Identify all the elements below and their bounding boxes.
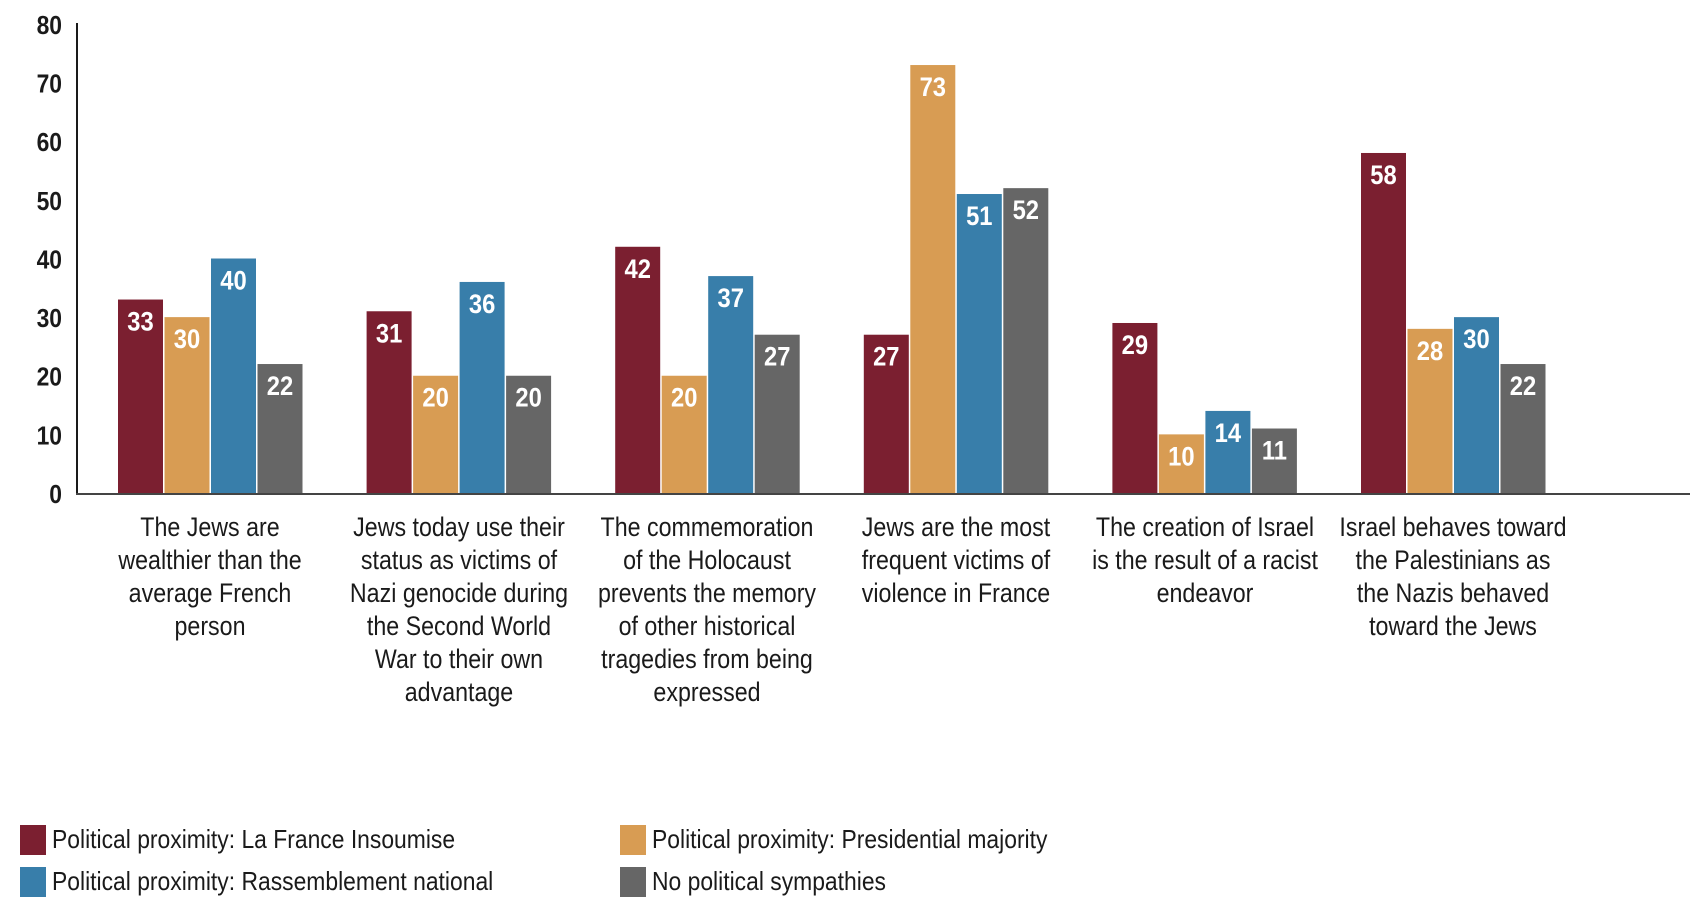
y-tick-label: 20 [37, 363, 62, 392]
x-tick-label: The creation of Israel is the result of … [1091, 512, 1318, 608]
bar [956, 194, 1002, 493]
bar [211, 258, 256, 493]
bar [1205, 410, 1251, 493]
value-label: 30 [174, 325, 200, 355]
bar [708, 276, 754, 493]
value-label: 31 [376, 319, 402, 349]
value-label: 37 [717, 284, 743, 314]
bars [118, 65, 1546, 493]
y-tick-label: 0 [49, 481, 62, 510]
y-tick-label: 40 [37, 246, 62, 275]
x-tick-label: Jews today use their status as victims o… [349, 512, 568, 707]
bar [863, 334, 909, 493]
value-label: 10 [1168, 442, 1194, 472]
value-label: 28 [1417, 336, 1443, 366]
bar [1361, 152, 1406, 493]
value-label: 20 [671, 383, 697, 413]
legend-label: Political proximity: Presidential majori… [652, 824, 1048, 854]
value-label: 33 [127, 307, 153, 337]
value-label: 27 [873, 342, 899, 372]
y-axis-ticks: 0 10 20 30 40 50 60 70 80 [37, 12, 62, 510]
bar [164, 317, 210, 493]
bar [366, 311, 412, 493]
legend-item-rn: Political proximity: Rassemblement natio… [20, 866, 553, 897]
bar [413, 375, 459, 493]
y-tick-label: 10 [37, 422, 62, 451]
legend-swatch [20, 824, 46, 855]
value-label: 40 [220, 266, 246, 296]
value-label: 20 [422, 383, 448, 413]
value-label: 36 [469, 290, 495, 320]
bar [506, 375, 552, 493]
y-tick-label: 80 [37, 12, 62, 41]
value-labels: 33 30 40 22 31 20 36 20 42 20 37 27 27 73 51 52 29 10 14 11… [127, 73, 1536, 472]
value-label: 14 [1215, 419, 1241, 449]
legend-swatch [20, 866, 46, 897]
value-label: 20 [515, 383, 541, 413]
bar [118, 299, 163, 493]
value-label: 27 [764, 342, 790, 372]
bar [1158, 434, 1204, 493]
bar [615, 246, 661, 493]
bar [910, 65, 956, 493]
bar [754, 334, 800, 493]
y-tick-label: 60 [37, 129, 62, 158]
x-tick-label: The commemoration of the Holocaust preve… [598, 512, 817, 707]
bar [257, 364, 303, 493]
legend-swatch [620, 824, 646, 855]
x-tick-label: Jews are the most frequent victims of vi… [861, 512, 1051, 608]
y-tick-label: 50 [37, 188, 62, 217]
bar [1454, 317, 1499, 493]
legend-item-lfi: Political proximity: La France Insoumise [20, 824, 510, 855]
bar [1003, 188, 1049, 493]
value-label: 51 [966, 202, 992, 232]
x-tick-label: The Jews are wealthier than the average … [118, 512, 302, 641]
value-label: 11 [1262, 436, 1287, 466]
value-label: 52 [1013, 196, 1039, 226]
value-label: 58 [1370, 161, 1396, 191]
legend-item-presidential-majority: Political proximity: Presidential majori… [620, 824, 1101, 855]
bar [1500, 364, 1546, 493]
value-label: 42 [624, 254, 650, 284]
legend-item-no-sympathies: No political sympathies [620, 866, 918, 897]
bar [1407, 328, 1453, 493]
bar [459, 281, 505, 493]
legend-label: Political proximity: Rassemblement natio… [52, 866, 494, 896]
bar [1251, 428, 1297, 493]
y-tick-label: 30 [37, 305, 62, 334]
value-label: 22 [267, 372, 293, 402]
value-label: 22 [1510, 372, 1536, 402]
value-label: 73 [920, 73, 946, 103]
y-tick-label: 70 [37, 70, 62, 99]
value-label: 30 [1463, 325, 1489, 355]
legend-swatch [620, 866, 646, 897]
bar [1112, 322, 1158, 493]
bar [661, 375, 707, 493]
x-tick-label: Israel behaves toward the Palestinians a… [1339, 512, 1567, 641]
legend-label: Political proximity: La France Insoumise [52, 824, 456, 854]
value-label: 29 [1122, 331, 1148, 361]
legend-label: No political sympathies [652, 866, 886, 896]
